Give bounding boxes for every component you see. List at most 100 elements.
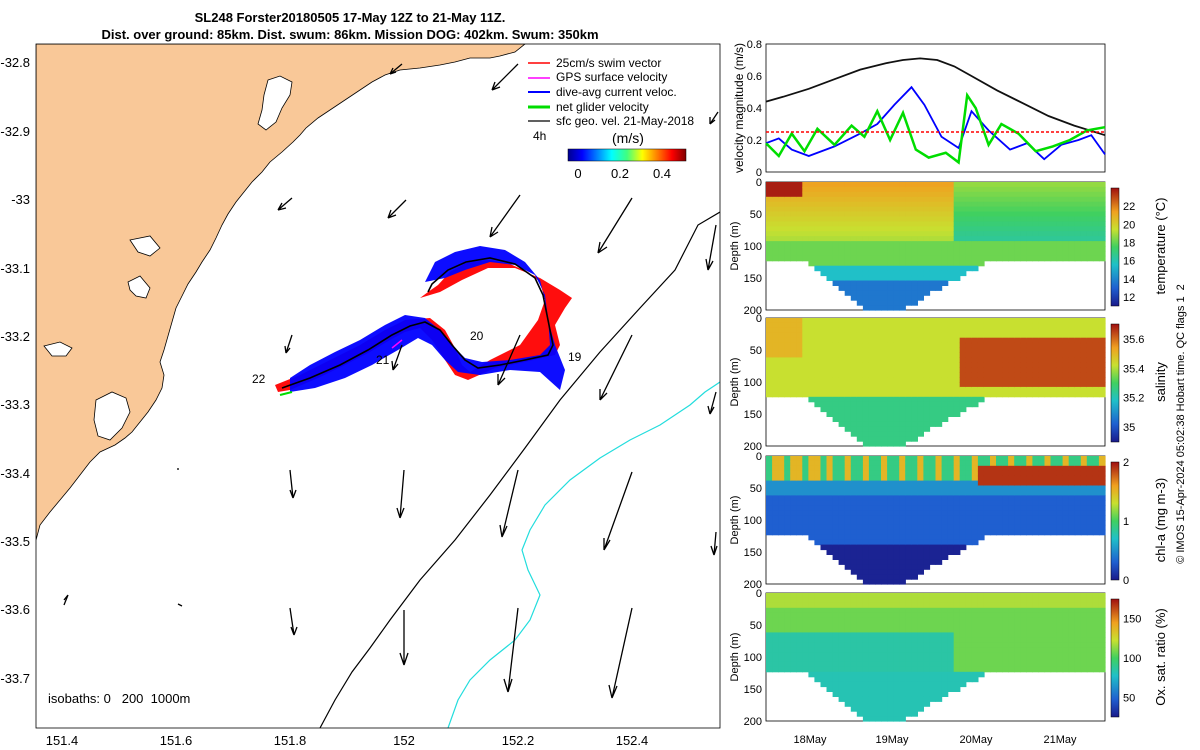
section-cell xyxy=(1008,627,1015,633)
section-cell xyxy=(1080,657,1088,663)
section-cell xyxy=(959,475,967,482)
colorbar-tick: 14 xyxy=(1123,274,1135,286)
section-cell xyxy=(1020,182,1027,188)
section-cell xyxy=(1056,524,1064,531)
section-cell xyxy=(814,347,822,353)
section-cell xyxy=(941,337,949,344)
section-cell xyxy=(1092,318,1100,324)
section-cell xyxy=(808,342,816,349)
section-cell xyxy=(996,347,1003,353)
section-cell xyxy=(923,211,931,217)
section-cell xyxy=(929,696,937,702)
section-cell xyxy=(905,250,912,257)
section-cell xyxy=(1092,480,1100,487)
section-cell xyxy=(1050,510,1058,516)
section-cell xyxy=(856,657,864,663)
section-cell xyxy=(929,602,937,609)
section-cell xyxy=(1062,666,1070,673)
section-cell xyxy=(850,241,858,247)
section-cell xyxy=(802,456,809,462)
section-cell xyxy=(1008,216,1015,222)
section-cell xyxy=(850,386,858,393)
section-cell xyxy=(838,490,846,496)
section-cell xyxy=(923,617,931,624)
colorbar-tick: 0 xyxy=(1123,575,1129,587)
section-cell xyxy=(814,602,822,609)
section-cell xyxy=(1062,495,1070,501)
section-cell xyxy=(923,260,931,267)
section-cell xyxy=(881,436,888,442)
section-cell xyxy=(935,480,943,487)
section-cell xyxy=(953,470,961,477)
section-y-label: Depth (m) xyxy=(729,633,741,682)
section-cell xyxy=(1026,391,1033,398)
section-cell xyxy=(838,681,846,688)
section-cell xyxy=(1044,657,1052,663)
section-cell xyxy=(1038,211,1046,217)
section-cell xyxy=(1008,382,1015,388)
section-cell xyxy=(844,377,852,383)
section-cell xyxy=(802,632,809,638)
section-cell xyxy=(850,460,858,467)
section-cell xyxy=(947,391,955,398)
section-cell xyxy=(766,505,773,511)
section-cell xyxy=(1008,529,1015,536)
section-cell xyxy=(838,337,846,344)
section-cell xyxy=(844,701,852,707)
section-cell xyxy=(911,191,918,198)
section-cell xyxy=(850,367,858,373)
section-cell xyxy=(935,676,943,683)
section-cell xyxy=(929,275,937,281)
section-cell xyxy=(971,255,979,262)
section-cell xyxy=(802,622,809,628)
section-colorbar xyxy=(1110,598,1120,718)
section-cell xyxy=(826,681,834,688)
section-cell xyxy=(862,559,870,565)
section-cell xyxy=(868,255,876,262)
section-cell xyxy=(1032,500,1040,506)
section-cell xyxy=(899,182,906,188)
section-cell xyxy=(850,456,858,462)
section-cell xyxy=(917,236,924,242)
section-cell xyxy=(1038,250,1046,257)
section-cell xyxy=(1038,510,1046,516)
section-cell xyxy=(941,671,949,678)
section-cell xyxy=(990,495,997,501)
section-cell xyxy=(971,652,979,658)
section-cell xyxy=(1098,352,1106,358)
section-cell xyxy=(1038,642,1046,648)
section-cell xyxy=(1044,221,1052,227)
section-cell xyxy=(868,406,876,413)
section-cell xyxy=(899,260,906,267)
section-cell xyxy=(1086,470,1094,477)
section-cell xyxy=(905,500,912,506)
section-cell xyxy=(1056,332,1064,339)
section-cell xyxy=(862,441,870,447)
section-cell xyxy=(1098,515,1106,521)
section-cell xyxy=(772,342,779,349)
section-cell xyxy=(1056,520,1064,526)
section-cell xyxy=(1062,367,1070,373)
section-cell xyxy=(923,216,931,222)
section-cell xyxy=(844,470,852,477)
section-cell xyxy=(905,686,912,692)
section-cell xyxy=(887,201,894,208)
section-cell xyxy=(844,241,852,247)
section-cell xyxy=(1062,637,1070,643)
section-cell xyxy=(856,285,864,291)
section-cell xyxy=(959,186,967,193)
section-cell xyxy=(875,602,882,609)
section-cell xyxy=(862,221,870,227)
section-cell xyxy=(850,377,858,383)
section-cell xyxy=(1056,347,1064,353)
section-cell xyxy=(1020,322,1027,329)
section-cell xyxy=(1062,510,1070,516)
section-cell xyxy=(881,265,888,272)
section-cell xyxy=(935,216,943,222)
section-cell xyxy=(778,231,785,237)
section-cell xyxy=(802,602,809,609)
section-cell xyxy=(1062,456,1070,462)
section-cell xyxy=(1086,480,1094,487)
section-cell xyxy=(941,250,949,257)
section-cell xyxy=(1080,666,1088,673)
